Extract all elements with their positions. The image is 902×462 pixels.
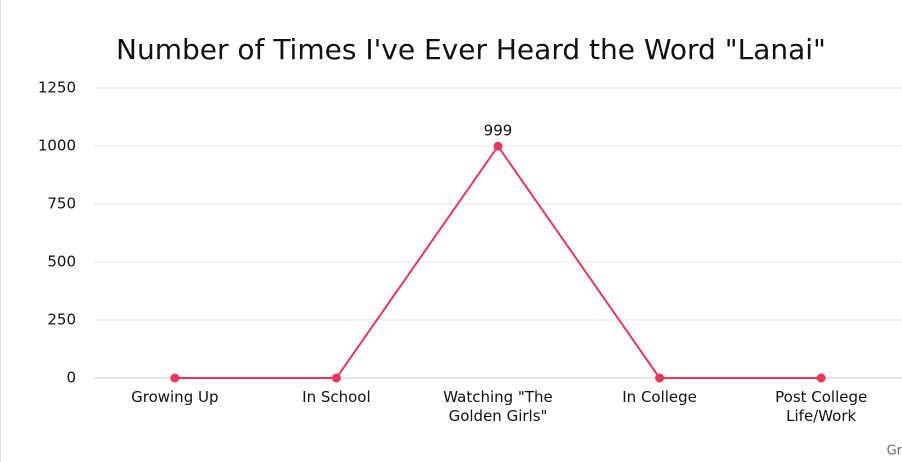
- y-tick-label: 750: [47, 195, 76, 213]
- x-tick-label: Watching "The Golden Girls": [443, 388, 553, 425]
- data-label: 999: [484, 122, 513, 140]
- y-tick-label: 250: [47, 311, 76, 329]
- point: [655, 373, 665, 383]
- chart-title: Number of Times I've Ever Heard the Word…: [116, 33, 826, 66]
- y-tick-label: 0: [66, 369, 76, 387]
- point: [170, 373, 180, 383]
- credit: Gr: [887, 444, 902, 459]
- point: [816, 373, 826, 383]
- x-tick-label: In College: [622, 388, 697, 406]
- x-tick-label: Post College Life/Work: [775, 388, 868, 425]
- point: [493, 141, 503, 151]
- x-tick-label: Growing Up: [131, 388, 219, 406]
- y-tick-label: 1250: [38, 79, 76, 97]
- y-tick-label: 1000: [38, 137, 76, 155]
- y-tick-label: 500: [47, 253, 76, 271]
- point: [331, 373, 341, 383]
- x-tick-label: In School: [302, 388, 371, 406]
